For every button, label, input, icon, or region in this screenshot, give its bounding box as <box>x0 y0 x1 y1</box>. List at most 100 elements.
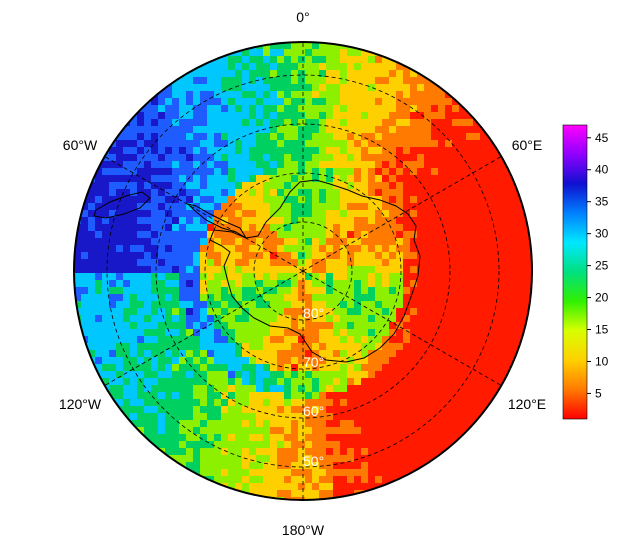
field-cell <box>410 105 418 113</box>
field-cell <box>151 434 159 442</box>
field-cell <box>200 364 208 372</box>
field-cell <box>354 469 362 477</box>
field-cell <box>200 84 208 92</box>
field-cell <box>130 294 138 302</box>
field-cell <box>396 315 404 323</box>
field-cell <box>144 294 152 302</box>
field-cell <box>291 434 299 442</box>
field-cell <box>235 266 243 274</box>
field-cell <box>438 392 446 400</box>
field-cell <box>186 133 194 141</box>
field-cell <box>312 476 320 484</box>
field-cell <box>249 294 257 302</box>
field-cell <box>452 301 460 309</box>
field-cell <box>459 259 467 267</box>
field-cell <box>298 140 306 148</box>
field-cell <box>445 105 453 113</box>
field-cell <box>172 441 180 449</box>
field-cell <box>494 252 502 260</box>
field-cell <box>256 91 264 99</box>
field-cell <box>298 322 306 330</box>
field-cell <box>473 196 481 204</box>
field-cell <box>445 329 453 337</box>
field-cell <box>361 56 369 64</box>
field-cell <box>137 301 145 309</box>
field-cell <box>319 357 327 365</box>
field-cell <box>186 336 194 344</box>
field-cell <box>235 252 243 260</box>
field-cell <box>172 196 180 204</box>
field-cell <box>214 280 222 288</box>
field-cell <box>158 175 166 183</box>
field-cell <box>319 252 327 260</box>
field-cell <box>158 301 166 309</box>
field-cell <box>256 196 264 204</box>
field-cell <box>368 434 376 442</box>
field-cell <box>249 357 257 365</box>
field-cell <box>480 259 488 267</box>
field-cell <box>284 224 292 232</box>
field-cell <box>333 350 341 358</box>
field-cell <box>452 105 460 113</box>
field-cell <box>179 140 187 148</box>
field-cell <box>109 385 117 393</box>
field-cell <box>459 287 467 295</box>
field-cell <box>214 175 222 183</box>
field-cell <box>431 434 439 442</box>
field-cell <box>347 476 355 484</box>
field-cell <box>326 56 334 64</box>
field-cell <box>375 413 383 421</box>
field-cell <box>228 63 236 71</box>
field-cell <box>263 238 271 246</box>
field-cell <box>235 343 243 351</box>
field-cell <box>179 294 187 302</box>
field-cell <box>165 189 173 197</box>
field-cell <box>501 203 509 211</box>
field-cell <box>172 259 180 267</box>
field-cell <box>158 378 166 386</box>
field-cell <box>375 259 383 267</box>
field-cell <box>312 49 320 57</box>
field-cell <box>151 147 159 155</box>
field-cell <box>221 70 229 78</box>
field-cell <box>347 413 355 421</box>
field-cell <box>368 413 376 421</box>
field-cell <box>312 56 320 64</box>
field-cell <box>347 266 355 274</box>
field-cell <box>179 301 187 309</box>
field-cell <box>221 273 229 281</box>
field-cell <box>529 315 532 323</box>
field-cell <box>326 315 334 323</box>
field-cell <box>256 427 264 435</box>
field-cell <box>123 308 131 316</box>
field-cell <box>382 392 390 400</box>
field-cell <box>74 294 82 302</box>
field-cell <box>186 392 194 400</box>
field-cell <box>158 161 166 169</box>
field-cell <box>270 441 278 449</box>
field-cell <box>445 266 453 274</box>
field-cell <box>298 133 306 141</box>
field-cell <box>200 441 208 449</box>
field-cell <box>221 63 229 71</box>
field-cell <box>151 224 159 232</box>
field-cell <box>466 343 474 351</box>
field-cell <box>340 343 348 351</box>
field-cell <box>333 469 341 477</box>
field-cell <box>249 448 257 456</box>
field-cell <box>403 399 411 407</box>
field-cell <box>375 168 383 176</box>
field-cell <box>410 245 418 253</box>
field-cell <box>312 301 320 309</box>
field-cell <box>277 490 285 498</box>
field-cell <box>473 231 481 239</box>
field-cell <box>312 77 320 85</box>
field-cell <box>200 140 208 148</box>
field-cell <box>354 441 362 449</box>
field-cell <box>179 469 187 477</box>
field-cell <box>291 105 299 113</box>
field-cell <box>319 350 327 358</box>
field-cell <box>438 280 446 288</box>
field-cell <box>228 133 236 141</box>
field-cell <box>158 119 166 127</box>
